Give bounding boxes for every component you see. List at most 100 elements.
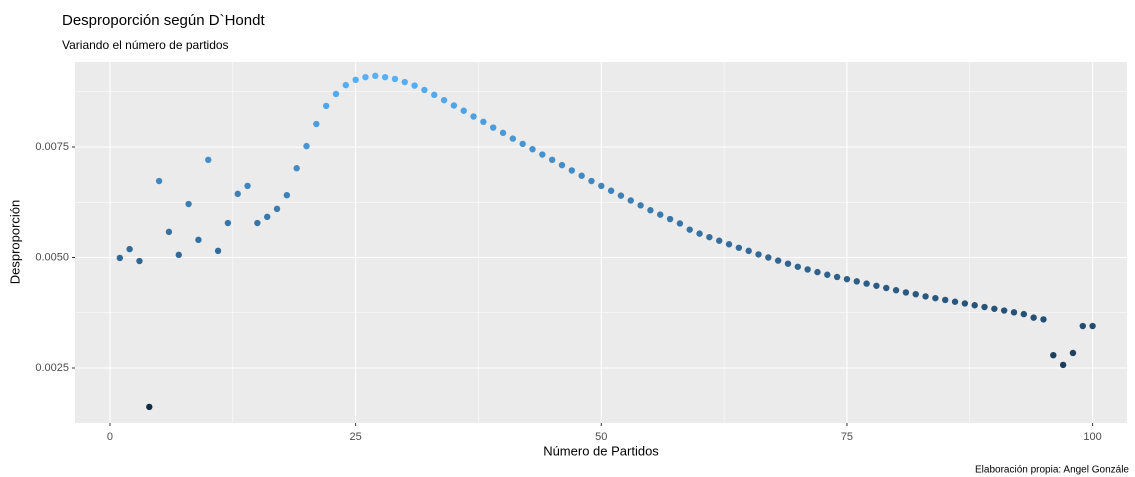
point bbox=[224, 219, 232, 227]
point bbox=[1050, 351, 1057, 359]
point bbox=[902, 289, 910, 296]
point bbox=[529, 146, 536, 153]
point bbox=[1000, 307, 1008, 314]
point bbox=[480, 118, 487, 126]
point bbox=[411, 82, 418, 89]
point bbox=[1069, 349, 1077, 357]
point bbox=[1040, 316, 1047, 323]
point bbox=[244, 182, 251, 190]
point bbox=[1079, 322, 1086, 330]
point bbox=[676, 220, 684, 227]
point bbox=[951, 298, 959, 305]
point bbox=[1020, 310, 1028, 318]
point bbox=[146, 403, 153, 411]
y-tick-label: 0.0050 bbox=[35, 251, 69, 263]
point bbox=[883, 284, 890, 292]
point bbox=[784, 260, 792, 267]
point bbox=[961, 300, 969, 307]
point bbox=[509, 135, 517, 142]
point bbox=[431, 91, 438, 99]
point bbox=[735, 244, 743, 251]
point bbox=[303, 142, 310, 150]
point bbox=[716, 237, 723, 244]
point bbox=[362, 73, 369, 81]
point bbox=[460, 107, 467, 114]
x-tick-label: 100 bbox=[1083, 431, 1101, 443]
point bbox=[647, 207, 654, 214]
point bbox=[755, 251, 762, 258]
point bbox=[155, 177, 163, 185]
point bbox=[401, 78, 408, 86]
chart-subtitle: Variando el número de partidos bbox=[62, 38, 229, 52]
point bbox=[598, 182, 605, 190]
point bbox=[136, 257, 143, 265]
point bbox=[440, 96, 448, 104]
point bbox=[745, 247, 752, 255]
point bbox=[627, 197, 634, 204]
point bbox=[932, 294, 939, 302]
point bbox=[833, 273, 841, 281]
point bbox=[332, 90, 340, 98]
x-axis-label: Número de Partidos bbox=[543, 443, 659, 458]
point bbox=[666, 215, 674, 223]
point bbox=[922, 293, 929, 300]
point bbox=[637, 202, 644, 209]
point bbox=[873, 282, 880, 289]
point bbox=[1089, 322, 1096, 330]
point bbox=[126, 245, 133, 253]
point bbox=[519, 140, 526, 148]
point bbox=[490, 124, 497, 131]
point bbox=[381, 73, 389, 81]
point bbox=[558, 161, 566, 169]
y-axis-label: Desproporción bbox=[7, 200, 22, 285]
point bbox=[450, 102, 458, 109]
point bbox=[765, 254, 772, 261]
chart-title: Desproporción según D`Hondt bbox=[62, 12, 265, 29]
point bbox=[539, 151, 546, 158]
point bbox=[499, 129, 507, 137]
point bbox=[912, 290, 919, 298]
x-tick-label: 75 bbox=[841, 431, 853, 443]
point bbox=[686, 226, 693, 233]
point bbox=[774, 257, 782, 264]
point bbox=[342, 81, 350, 89]
point bbox=[352, 76, 359, 84]
point bbox=[165, 228, 173, 236]
point bbox=[273, 205, 281, 213]
point bbox=[607, 187, 615, 194]
point bbox=[195, 236, 202, 244]
point bbox=[843, 275, 851, 283]
point bbox=[725, 241, 733, 248]
point bbox=[313, 120, 320, 128]
point bbox=[1010, 309, 1018, 316]
x-tick-label: 0 bbox=[107, 431, 113, 443]
y-tick-label: 0.0075 bbox=[35, 141, 69, 153]
point bbox=[588, 177, 595, 185]
x-tick-label: 50 bbox=[595, 431, 607, 443]
caption: Elaboración propia: Angel Gonzále bbox=[975, 465, 1129, 476]
point bbox=[617, 192, 625, 199]
point bbox=[1059, 361, 1067, 369]
point bbox=[892, 287, 900, 294]
point bbox=[234, 190, 241, 198]
point bbox=[1030, 314, 1037, 321]
point bbox=[971, 302, 978, 309]
point bbox=[175, 251, 182, 259]
point bbox=[548, 156, 556, 164]
point bbox=[283, 191, 291, 199]
point bbox=[293, 165, 300, 172]
point bbox=[470, 113, 477, 120]
point bbox=[578, 172, 585, 179]
point bbox=[322, 102, 330, 110]
point bbox=[863, 280, 870, 287]
point bbox=[804, 266, 811, 273]
point bbox=[205, 156, 212, 164]
point bbox=[264, 213, 271, 221]
point bbox=[116, 254, 124, 262]
point bbox=[254, 219, 261, 227]
point bbox=[981, 303, 988, 311]
point bbox=[372, 72, 379, 80]
point bbox=[421, 86, 428, 94]
point bbox=[824, 271, 831, 278]
